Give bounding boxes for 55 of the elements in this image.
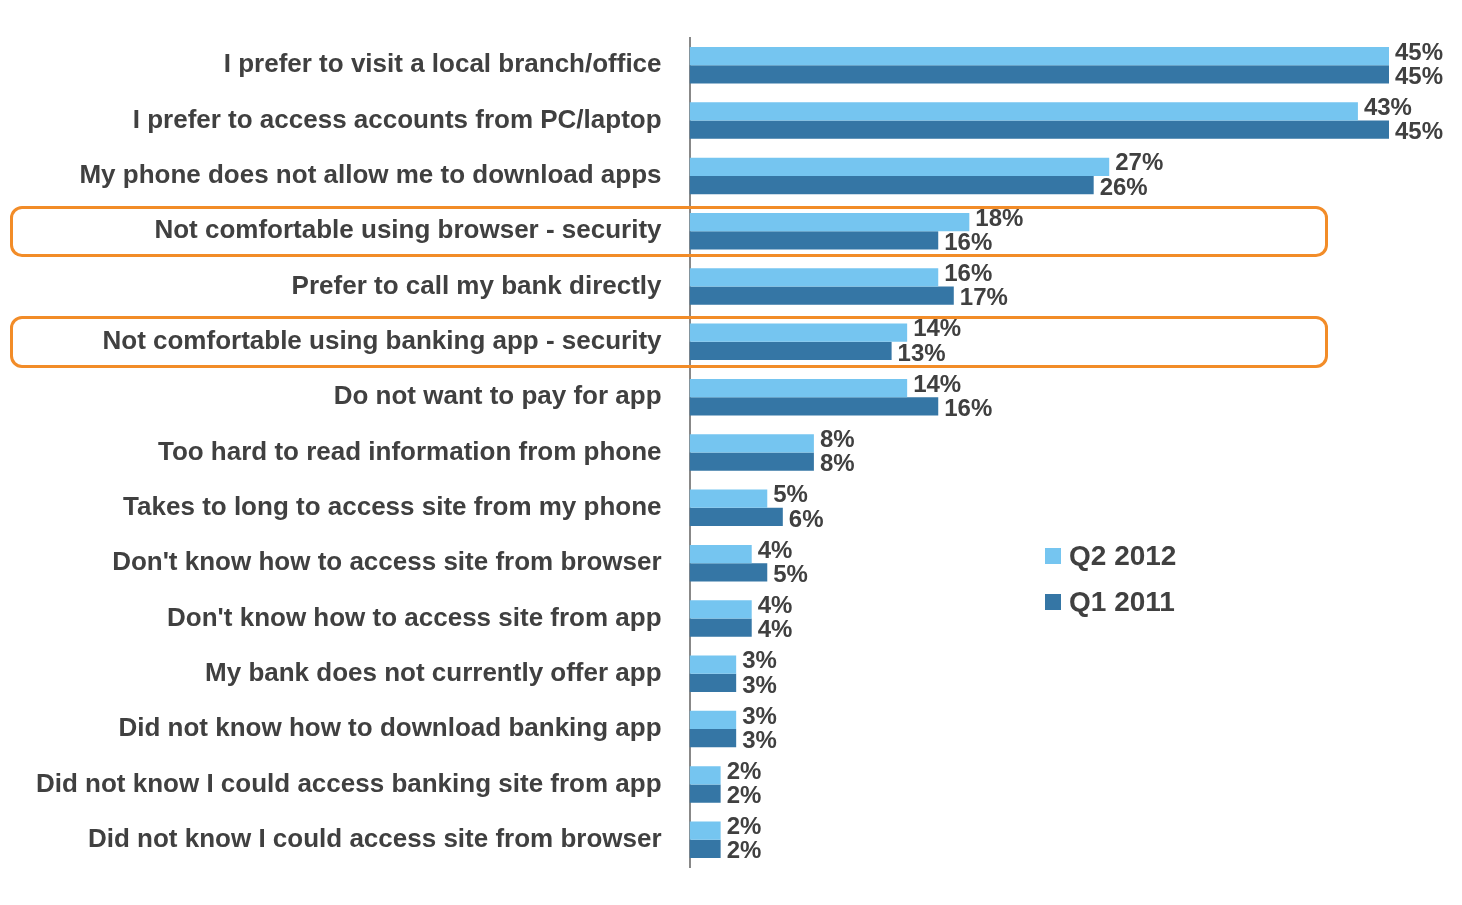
bar xyxy=(689,47,1389,66)
y-tick-label: My phone does not allow me to download apps xyxy=(79,159,662,190)
bar xyxy=(689,65,1389,84)
bar xyxy=(689,507,783,527)
y-tick-label: Do not want to pay for app xyxy=(333,380,662,411)
bar xyxy=(689,544,752,564)
bar xyxy=(689,618,752,637)
y-tick-label: Don't know how to access site from app xyxy=(167,601,662,632)
data-label: 8% xyxy=(819,449,855,477)
bar xyxy=(689,268,939,287)
data-label: 2% xyxy=(726,781,762,809)
bar xyxy=(689,120,1389,139)
data-label: 45% xyxy=(1395,62,1444,90)
bar xyxy=(689,563,768,582)
y-tick-label: Too hard to read information from phone xyxy=(157,435,662,466)
y-tick-label: Did not know I could access banking site from app xyxy=(35,767,662,798)
data-label: 8% xyxy=(819,425,855,452)
bar xyxy=(689,729,737,748)
y-tick-label: Takes to long to access site from my phone xyxy=(123,490,662,521)
bar xyxy=(689,452,814,471)
bar xyxy=(689,378,908,398)
bar xyxy=(689,157,1110,176)
bar xyxy=(689,286,954,305)
bar xyxy=(689,673,737,693)
bar xyxy=(689,212,970,232)
bar xyxy=(689,489,768,508)
legend-label: Q2 2012 xyxy=(1069,540,1177,572)
data-label: 4% xyxy=(757,590,793,618)
bar xyxy=(689,821,721,840)
y-tick-label: Not comfortable using browser - security xyxy=(154,214,663,245)
bar xyxy=(689,839,721,858)
bar xyxy=(689,397,939,416)
bar xyxy=(689,175,1094,195)
bar xyxy=(689,710,737,730)
y-tick-label: Did not know how to download banking app xyxy=(118,712,662,743)
y-tick-label: Not comfortable using banking app - security xyxy=(102,325,663,356)
bar xyxy=(689,231,939,250)
data-label: 2% xyxy=(726,756,762,784)
data-label: 45% xyxy=(1395,37,1444,65)
bar xyxy=(689,434,814,453)
legend-label: Q1 2011 xyxy=(1069,586,1175,618)
bar xyxy=(689,102,1358,121)
bar xyxy=(689,655,737,674)
data-label: 4% xyxy=(757,615,793,643)
bar xyxy=(689,323,908,342)
y-tick-label: Did not know I could access site from browser xyxy=(87,822,662,853)
bar xyxy=(689,600,752,619)
y-tick-label: I prefer to access accounts from PC/laptop xyxy=(132,103,662,134)
bar xyxy=(689,766,721,785)
y-tick-label: My bank does not currently offer app xyxy=(205,656,662,687)
y-tick-label: Prefer to call my bank directly xyxy=(291,269,663,300)
y-tick-label: I prefer to visit a local branch/office xyxy=(223,48,662,79)
bar xyxy=(689,784,721,803)
y-tick-label: Don't know how to access site from browser xyxy=(112,546,662,577)
bar xyxy=(689,341,892,361)
